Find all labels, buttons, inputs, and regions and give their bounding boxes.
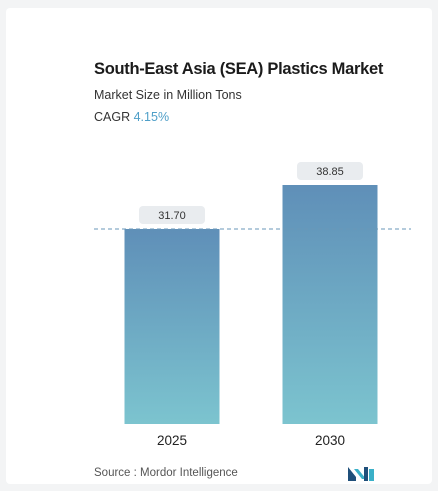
x-tick-label-2025: 2025 <box>157 433 187 448</box>
chart-title: South-East Asia (SEA) Plastics Market <box>94 60 384 78</box>
value-label-2030: 38.85 <box>316 166 344 178</box>
value-label-bg-2025 <box>139 205 205 224</box>
chart-subtitle: Market Size in Million Tons <box>94 88 242 102</box>
mordor-intelligence-logo-icon <box>348 467 374 481</box>
cagr-value: 4.15% <box>133 110 170 124</box>
value-label-bg-2030 <box>297 162 363 180</box>
cagr-label: CAGR <box>94 110 131 124</box>
x-tick-label-2030: 2030 <box>315 433 345 448</box>
value-label-2025: 31.70 <box>158 210 186 222</box>
cagr-line: CAGR 4.15% <box>94 110 169 124</box>
bar-2025 <box>124 228 220 424</box>
bar-2030 <box>282 185 378 424</box>
source-text: Source : Mordor Intelligence <box>94 467 238 479</box>
